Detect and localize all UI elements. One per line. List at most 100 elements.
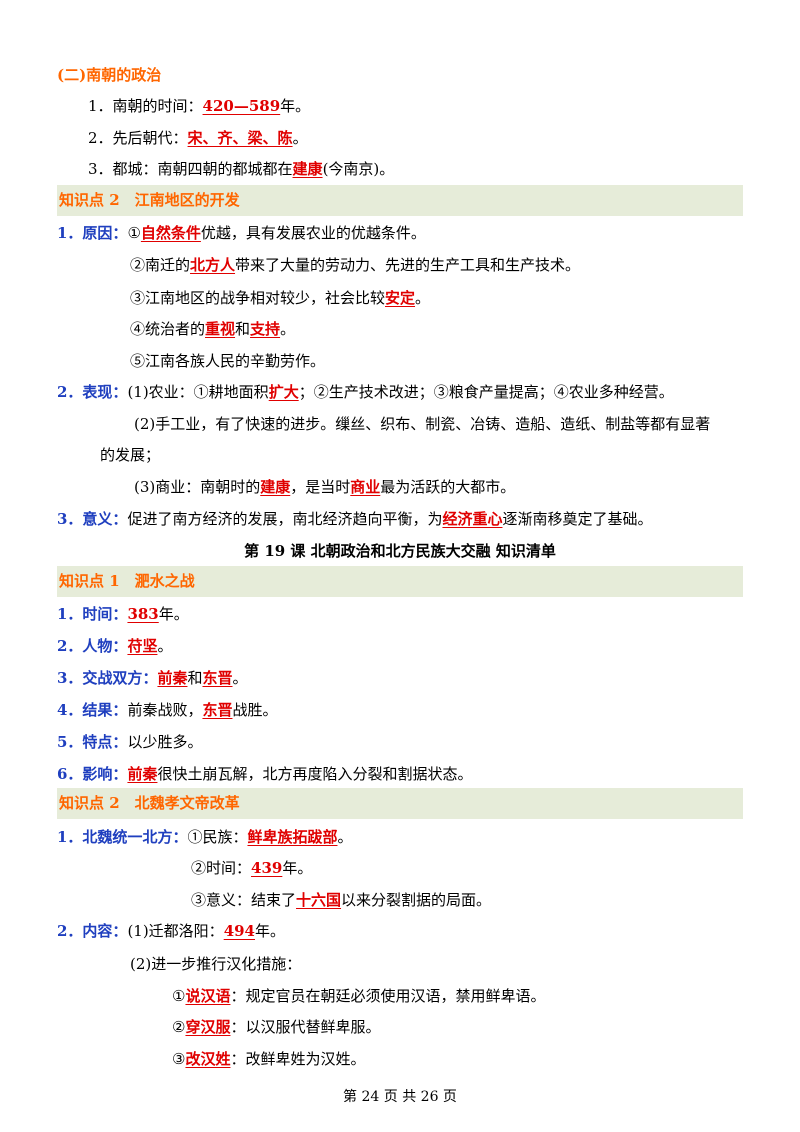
list-item: 的发展； (100, 446, 161, 464)
item-text: 年。 (280, 97, 311, 115)
answer-blank: 苻坚 (127, 637, 158, 655)
item-text: 。 (337, 828, 353, 846)
list-item: 5．特点：以少胜多。 (57, 731, 202, 753)
item-text: (今南京)。 (322, 160, 395, 178)
answer-blank: 十六国 (296, 891, 342, 909)
answer-blank: 改汉姓 (185, 1050, 231, 1068)
item-text: 。 (280, 320, 296, 338)
item-text: 促进了南方经济的发展，南北经济趋向平衡，为 (127, 510, 443, 528)
list-item: ③意义：结束了十六国以来分裂割据的局面。 (191, 889, 491, 911)
answer-blank: 北方人 (190, 256, 236, 274)
item-text: 年。 (255, 922, 286, 940)
item-text: 1．南朝的时间： (88, 97, 203, 115)
answer-blank: 重视 (205, 320, 236, 338)
item-text: 和 (187, 669, 203, 687)
knowledge-point-band: 知识点 2 北魏孝文帝改革 (57, 788, 743, 819)
item-text: 前秦战败， (127, 701, 203, 719)
answer-blank: 494 (223, 922, 255, 940)
list-item: ②南迁的北方人带来了大量的劳动力、先进的生产工具和生产技术。 (130, 254, 580, 276)
answer-blank: 前秦 (127, 765, 158, 783)
answer-blank: 420—589 (202, 97, 281, 115)
list-item: 1．原因：①自然条件优越，具有发展农业的优越条件。 (57, 222, 426, 244)
item-text: ② (172, 1018, 186, 1036)
item-label: 4．结果： (57, 701, 128, 719)
list-item: 3．都城：南朝四朝的都城都在建康(今南京)。 (88, 158, 394, 180)
item-text: 。 (157, 637, 173, 655)
item-text: 很快土崩瓦解，北方再度陷入分裂和割据状态。 (157, 765, 473, 783)
item-label: 1．时间： (57, 605, 128, 623)
answer-blank: 自然条件 (140, 224, 201, 242)
answer-blank: 439 (251, 859, 283, 877)
list-item: 2．表现：(1)农业：①耕地面积扩大；②生产技术改进；③粮食产量提高；④农业多种… (57, 381, 674, 403)
answer-blank: 宋、齐、梁、陈 (187, 129, 293, 147)
page-footer: 第 24 页 共 26 页 (343, 1089, 457, 1105)
item-text: 优越，具有发展农业的优越条件。 (200, 224, 426, 242)
item-text: (1)农业：①耕地面积 (127, 383, 269, 401)
item-text: ③江南地区的战争相对较少，社会比较 (130, 289, 386, 307)
item-text: 。 (415, 289, 431, 307)
list-item: (2)手工业，有了快速的进步。缫丝、织布、制瓷、冶铸、造船、造纸、制盐等都有显著 (134, 415, 711, 433)
answer-blank: 建康 (292, 160, 323, 178)
item-text: ，是当时 (290, 478, 351, 496)
item-label: 1．原因： (57, 224, 128, 242)
item-text: 逐渐南移奠定了基础。 (502, 510, 653, 528)
answer-blank: 鲜卑族拓跋部 (247, 828, 338, 846)
answer-blank: 说汉语 (185, 987, 231, 1005)
answer-blank: 东晋 (202, 669, 233, 687)
list-item: ③江南地区的战争相对较少，社会比较安定。 (130, 287, 430, 309)
knowledge-point-title: 知识点 1 淝水之战 (59, 572, 195, 590)
item-text: 战胜。 (232, 701, 278, 719)
item-text: ④统治者的 (130, 320, 206, 338)
item-text: 带来了大量的劳动力、先进的生产工具和生产技术。 (235, 256, 581, 274)
item-text: ；②生产技术改进；③粮食产量提高；④农业多种经营。 (298, 383, 674, 401)
item-text: ③ (172, 1050, 186, 1068)
item-text: 。 (292, 129, 308, 147)
list-item: ④统治者的重视和支持。 (130, 318, 295, 340)
list-item: 1．时间：383年。 (57, 603, 189, 625)
list-item: (3)商业：南朝时的建康，是当时商业最为活跃的大都市。 (134, 476, 515, 498)
list-item: 2．先后朝代：宋、齐、梁、陈。 (88, 127, 308, 149)
answer-blank: 经济重心 (442, 510, 503, 528)
item-label: 2．表现： (57, 383, 128, 401)
list-item: 1．北魏统一北方：①民族：鲜卑族拓跋部。 (57, 826, 353, 848)
item-text: ：改鲜卑姓为汉姓。 (230, 1050, 366, 1068)
answer-blank: 安定 (385, 289, 416, 307)
item-text: (3)商业：南朝时的 (134, 478, 261, 496)
list-item: ⑤江南各族人民的辛勤劳作。 (130, 352, 326, 370)
item-label: 2．人物： (57, 637, 128, 655)
answer-blank: 建康 (260, 478, 291, 496)
knowledge-point-band: 知识点 1 淝水之战 (57, 566, 743, 597)
answer-blank: 383 (127, 605, 159, 623)
list-item: 2．内容：(1)迁都洛阳：494年。 (57, 920, 285, 942)
list-item: 2．人物：苻坚。 (57, 635, 172, 657)
item-text: ：规定官员在朝廷必须使用汉语，禁用鲜卑语。 (230, 987, 546, 1005)
knowledge-point-band: 知识点 2 江南地区的开发 (57, 185, 743, 216)
item-text: ① (127, 224, 141, 242)
item-text: (1)迁都洛阳： (127, 922, 224, 940)
item-text: 3．都城：南朝四朝的都城都在 (88, 160, 293, 178)
item-text: 以少胜多。 (127, 733, 203, 751)
item-text: ① (172, 987, 186, 1005)
answer-blank: 商业 (350, 478, 381, 496)
answer-blank: 穿汉服 (185, 1018, 231, 1036)
item-label: 1．北魏统一北方： (57, 828, 188, 846)
list-item: 1．南朝的时间：420—589年。 (88, 95, 310, 117)
item-text: 。 (232, 669, 248, 687)
item-text: 最为活跃的大都市。 (380, 478, 516, 496)
item-text: 2．先后朝代： (88, 129, 188, 147)
item-text: 年。 (158, 605, 189, 623)
answer-blank: 前秦 (157, 669, 188, 687)
list-item: 4．结果：前秦战败，东晋战胜。 (57, 699, 277, 721)
list-item: ②时间：439年。 (191, 857, 312, 879)
item-label: 3．交战双方： (57, 669, 158, 687)
answer-blank: 扩大 (268, 383, 299, 401)
item-text: ②南迁的 (130, 256, 191, 274)
item-text: ③意义：结束了 (191, 891, 297, 909)
answer-blank: 支持 (250, 320, 281, 338)
item-label: 6．影响： (57, 765, 128, 783)
item-text: ：以汉服代替鲜卑服。 (230, 1018, 381, 1036)
list-item: ①说汉语：规定官员在朝廷必须使用汉语，禁用鲜卑语。 (172, 985, 545, 1007)
list-item: 3．意义：促进了南方经济的发展，南北经济趋向平衡，为经济重心逐渐南移奠定了基础。 (57, 508, 652, 530)
answer-blank: 东晋 (202, 701, 233, 719)
